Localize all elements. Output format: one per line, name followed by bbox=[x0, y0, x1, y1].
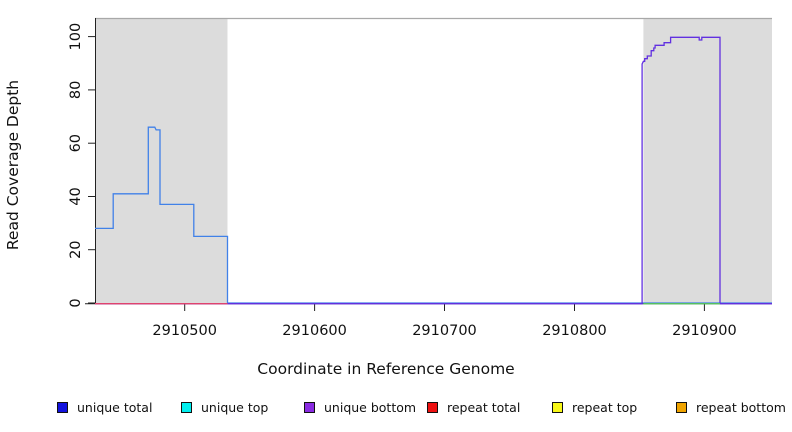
y-tick-label: 80 bbox=[68, 81, 84, 99]
y-axis-label: Read Coverage Depth bbox=[4, 79, 22, 251]
y-tick-label: 0 bbox=[68, 298, 84, 307]
series-unique-bottom bbox=[95, 36, 772, 305]
repeat-bottom-swatch-icon bbox=[676, 401, 687, 413]
unique-total-swatch-icon bbox=[57, 401, 68, 413]
x-tick-label: 2910700 bbox=[412, 323, 477, 339]
repeat-total-swatch-icon bbox=[427, 401, 438, 413]
legend-item-repeat-bottom: repeat bottom bbox=[676, 398, 786, 416]
repeat-top-swatch-icon bbox=[552, 401, 563, 413]
legend-item-unique-bottom: unique bottom bbox=[304, 398, 416, 416]
x-tick-label: 2910900 bbox=[672, 323, 737, 339]
legend-label: repeat top bbox=[572, 399, 638, 415]
legend-label: unique total bbox=[77, 399, 153, 415]
masked-region bbox=[95, 18, 228, 303]
y-tick-label: 20 bbox=[68, 240, 84, 258]
legend: unique total unique top unique bottom re… bbox=[0, 398, 792, 422]
legend-item-unique-top: unique top bbox=[181, 398, 268, 416]
masked-region bbox=[643, 18, 772, 303]
legend-label: unique top bbox=[201, 399, 269, 415]
legend-label: repeat total bbox=[447, 399, 521, 415]
y-tick-label: 100 bbox=[68, 23, 84, 51]
x-tick-label: 2910600 bbox=[282, 323, 347, 339]
x-axis-label: Coordinate in Reference Genome bbox=[257, 360, 515, 378]
unique-bottom-swatch-icon bbox=[304, 401, 315, 413]
y-tick-label: 40 bbox=[68, 187, 84, 205]
series-unique-total bbox=[95, 126, 772, 304]
legend-item-unique-total: unique total bbox=[57, 398, 152, 416]
legend-item-repeat-top: repeat top bbox=[552, 398, 637, 416]
x-tick-label: 2910800 bbox=[542, 323, 607, 339]
y-tick-label: 60 bbox=[68, 134, 84, 152]
legend-label: repeat bottom bbox=[696, 399, 786, 415]
unique-top-swatch-icon bbox=[181, 401, 192, 413]
legend-item-repeat-total: repeat total bbox=[427, 398, 520, 416]
x-tick-label: 2910500 bbox=[152, 323, 217, 339]
legend-label: unique bottom bbox=[324, 399, 417, 415]
